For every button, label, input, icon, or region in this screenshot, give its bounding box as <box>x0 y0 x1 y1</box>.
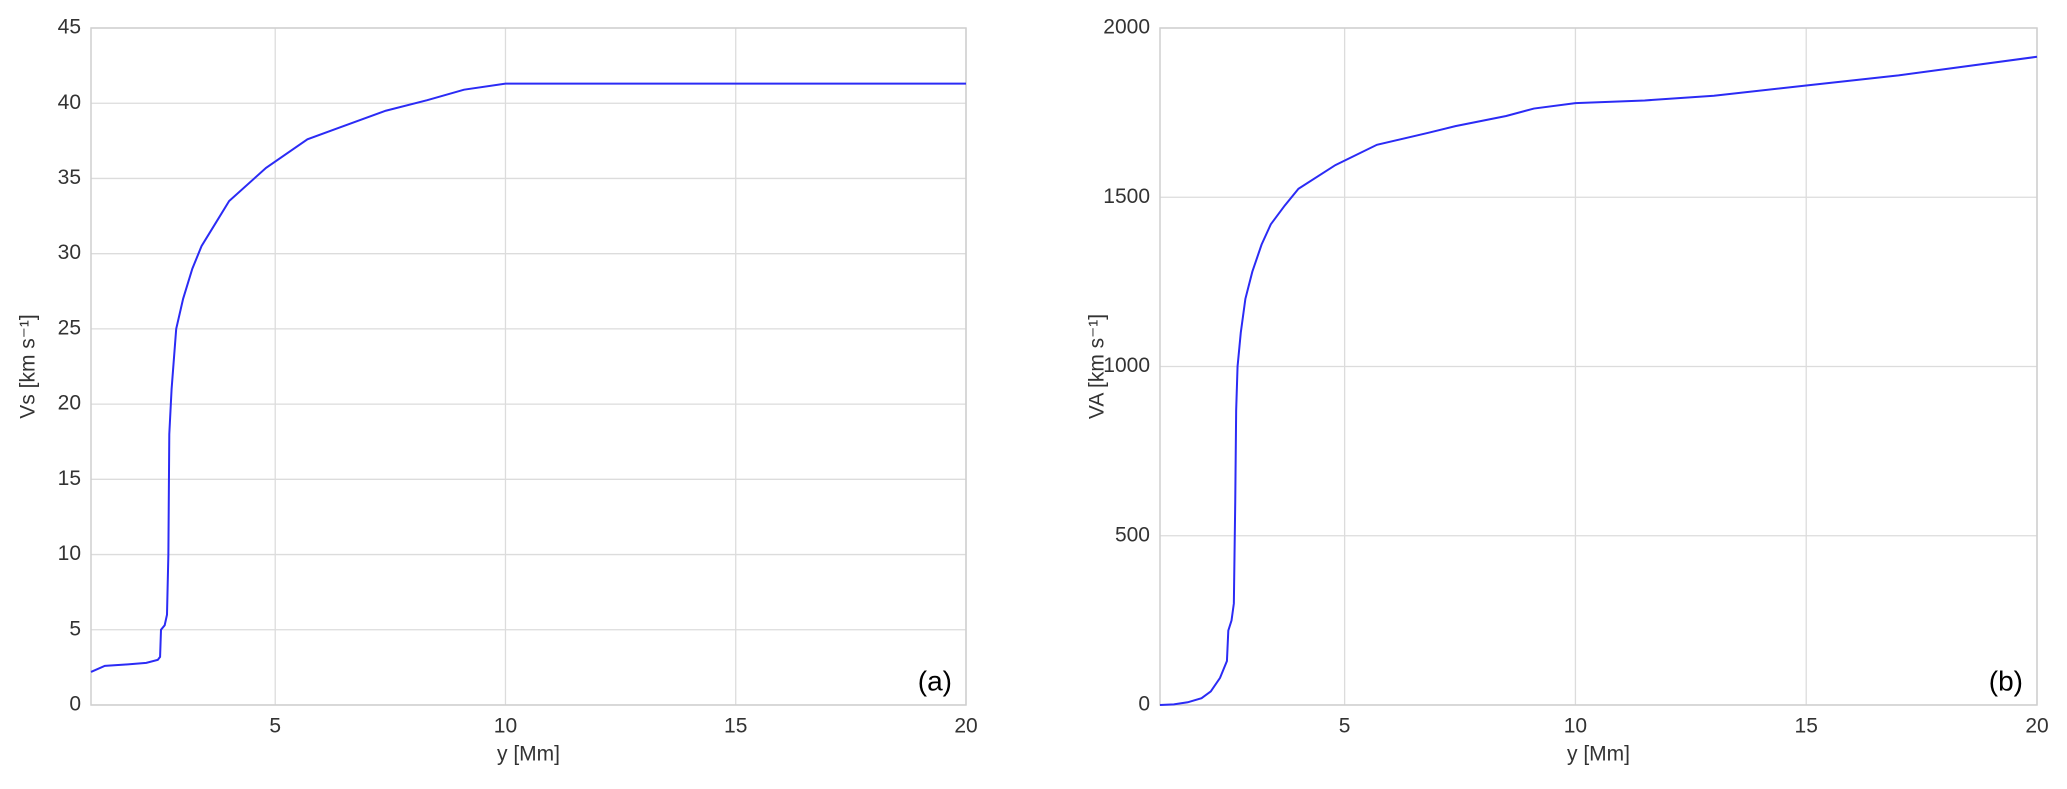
y-tick-label: 2000 <box>1103 16 1150 39</box>
plot-area <box>91 28 966 705</box>
y-tick-label: 500 <box>1115 523 1150 546</box>
y-axis-label: Vs [km s⁻¹] <box>17 314 40 418</box>
x-tick-label: 5 <box>1339 715 1351 738</box>
y-tick-label: 45 <box>58 16 81 39</box>
x-tick-label: 15 <box>1795 715 1818 738</box>
x-tick-label: 5 <box>269 715 281 738</box>
y-tick-label: 0 <box>1138 693 1150 716</box>
y-tick-label: 1000 <box>1103 354 1150 377</box>
y-tick-label: 1500 <box>1103 185 1150 208</box>
x-tick-label: 10 <box>494 715 517 738</box>
panel-annotation: (b) <box>1989 665 2023 696</box>
y-tick-label: 30 <box>58 241 81 264</box>
y-tick-label: 25 <box>58 316 81 339</box>
x-tick-label: 15 <box>724 715 747 738</box>
y-tick-label: 40 <box>58 91 81 114</box>
y-tick-label: 0 <box>69 693 81 716</box>
y-tick-label: 10 <box>58 542 81 565</box>
y-tick-label: 35 <box>58 166 81 189</box>
plot-border <box>90 27 967 706</box>
x-tick-label: 10 <box>1564 715 1587 738</box>
x-axis-label: y [Mm] <box>1567 743 1630 766</box>
x-axis-label: y [Mm] <box>497 743 560 766</box>
y-tick-label: 15 <box>58 467 81 490</box>
panel-annotation: (a) <box>918 665 952 696</box>
x-tick-label: 20 <box>954 715 977 738</box>
data-line <box>90 82 966 673</box>
x-tick-label: 20 <box>2025 715 2048 738</box>
y-tick-label: 20 <box>58 392 81 415</box>
y-tick-label: 5 <box>69 617 81 640</box>
data-line <box>1159 55 2038 706</box>
plot-border <box>1159 27 2038 706</box>
y-axis-label: VA [km s⁻¹] <box>1086 314 1109 419</box>
